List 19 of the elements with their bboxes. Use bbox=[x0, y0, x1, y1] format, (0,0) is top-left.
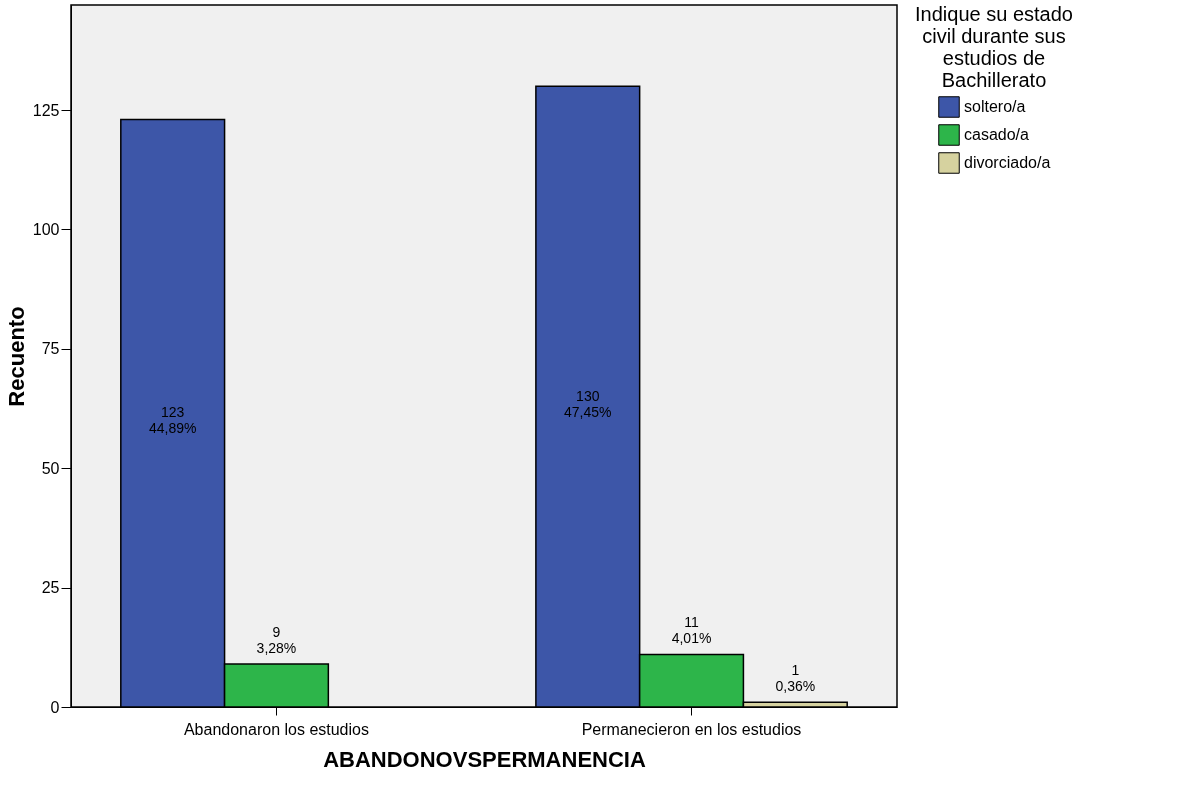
legend-title: Indique su estado civil durante sus estudios de Bachillerato bbox=[915, 3, 1073, 91]
y-tick-label: 100 bbox=[32, 220, 60, 238]
x-tick-label: Abandonaron los estudios bbox=[183, 720, 369, 738]
legend-label: soltero/a bbox=[964, 98, 1026, 115]
y-tick-label: 50 bbox=[41, 459, 60, 477]
data-label: 123 44,89% bbox=[148, 404, 197, 437]
data-label: 130 47,45% bbox=[564, 387, 612, 420]
x-tick-label: Permanecieron en los estudios bbox=[581, 720, 802, 738]
legend-label: divorciado/a bbox=[964, 154, 1051, 171]
y-tick-label: 0 bbox=[50, 698, 60, 716]
y-axis-title: Recuento bbox=[3, 306, 29, 407]
data-label: 9 3,28% bbox=[256, 624, 297, 657]
y-tick-label: 125 bbox=[32, 101, 60, 119]
y-tick-label: 75 bbox=[41, 340, 60, 358]
y-tick-label: 25 bbox=[41, 579, 60, 597]
data-label: 1 0,36% bbox=[775, 662, 816, 695]
data-label: 11 4,01% bbox=[671, 614, 712, 647]
legend-label: casado/a bbox=[964, 126, 1030, 143]
x-axis-title: ABANDONOVSPERMANENCIA bbox=[323, 746, 646, 772]
